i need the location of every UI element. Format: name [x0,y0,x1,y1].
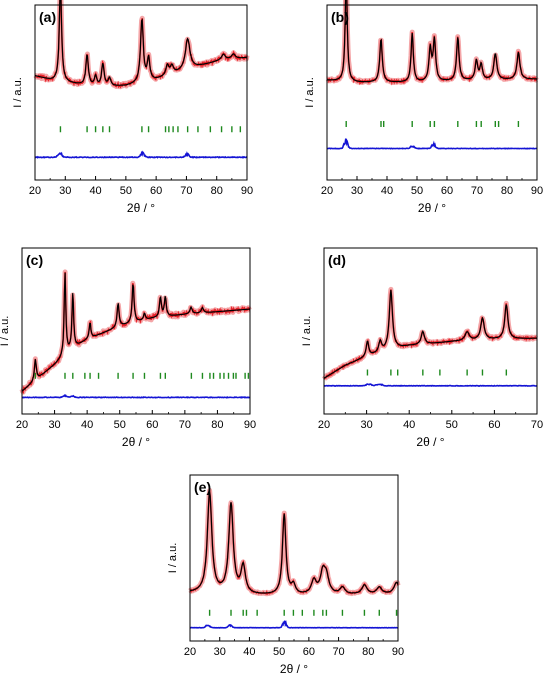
x-axis-label: 2θ / ° [280,662,308,676]
panel-c: 20 30 40 50 60 70 80 90 2θ / ° I / a.u. (c) [0,247,256,449]
calculated-pattern-line [34,0,248,86]
panel-label: (b) [331,9,349,25]
observed-pattern-band [19,269,252,395]
panel-label: (c) [26,252,43,268]
panel-a: 20 30 40 50 60 70 80 90 2θ / ° I / a.u. (a) [12,0,253,215]
panel-d: 20 30 40 50 60 70 2θ / ° I / a.u. (d) [301,247,543,449]
x-tick-label: 20 [321,185,333,197]
panel-label: (e) [194,479,211,495]
x-tick-label: 60 [150,185,162,197]
x-axis-label: 2θ / ° [127,201,155,215]
x-tick-label: 50 [273,646,285,658]
panel-label: (a) [39,9,56,25]
x-tick-label: 90 [392,646,404,658]
x-axis-label: 2θ / ° [416,435,444,449]
x-tick-label: 90 [241,185,253,197]
x-tick-label: 20 [29,185,41,197]
x-tick-label: 70 [531,419,543,431]
x-tick-label: 70 [180,185,192,197]
x-tick-label: 60 [146,419,158,431]
x-axis-label: 2θ / ° [418,201,446,215]
x-tick-label: 30 [59,185,71,197]
difference-curve [326,138,538,150]
x-axis-label: 2θ / ° [122,435,150,449]
panel-label: (d) [328,252,346,268]
y-axis-label: I / a.u. [167,543,179,574]
difference-curve [34,150,247,159]
x-tick-label: 80 [211,185,223,197]
x-tick-label: 60 [488,419,500,431]
x-tick-label: 50 [120,185,132,197]
observed-pattern-band [321,286,539,381]
observed-pattern-band [325,0,539,86]
x-tick-label: 50 [446,419,458,431]
difference-curve [189,620,398,629]
x-tick-label: 40 [81,419,93,431]
x-tick-label: 80 [362,646,374,658]
x-tick-label: 60 [303,646,315,658]
x-tick-label: 70 [179,419,191,431]
y-axis-label: I / a.u. [301,316,313,347]
calculated-pattern-line [21,272,250,392]
y-axis-label: I / a.u. [12,77,24,108]
x-tick-label: 30 [48,419,60,431]
x-tick-label: 20 [16,419,28,431]
calculated-pattern-line [323,289,537,379]
y-axis-label: I / a.u. [304,77,316,108]
x-tick-label: 40 [89,185,101,197]
x-tick-label: 50 [114,419,126,431]
x-tick-label: 90 [244,419,256,431]
x-tick-label: 40 [381,185,393,197]
x-tick-label: 40 [403,419,415,431]
x-tick-label: 80 [501,185,513,197]
x-tick-label: 90 [531,185,543,197]
x-tick-label: 60 [441,185,453,197]
plot-frame [326,4,538,181]
y-axis-label: I / a.u. [0,316,11,347]
plot-frame [21,247,251,415]
x-tick-label: 80 [211,419,223,431]
x-tick-label: 20 [318,419,330,431]
calculated-pattern-line [327,0,537,83]
difference-curve [323,383,537,387]
x-tick-label: 30 [351,185,363,197]
x-tick-label: 70 [471,185,483,197]
plot-frame [189,474,399,642]
panel-e: 20 30 40 50 60 70 80 90 2θ / ° I / a.u. (e) [167,474,404,676]
calculated-pattern-line [189,491,399,594]
x-tick-label: 30 [360,419,372,431]
x-tick-label: 70 [332,646,344,658]
panel-b: 20 30 40 50 60 70 80 90 2θ / ° I / a.u. (b) [304,0,543,215]
difference-curve [21,393,251,399]
observed-pattern-band [188,488,401,597]
x-tick-label: 30 [214,646,226,658]
x-tick-label: 20 [184,646,196,658]
x-tick-label: 50 [411,185,423,197]
x-tick-label: 40 [243,646,255,658]
